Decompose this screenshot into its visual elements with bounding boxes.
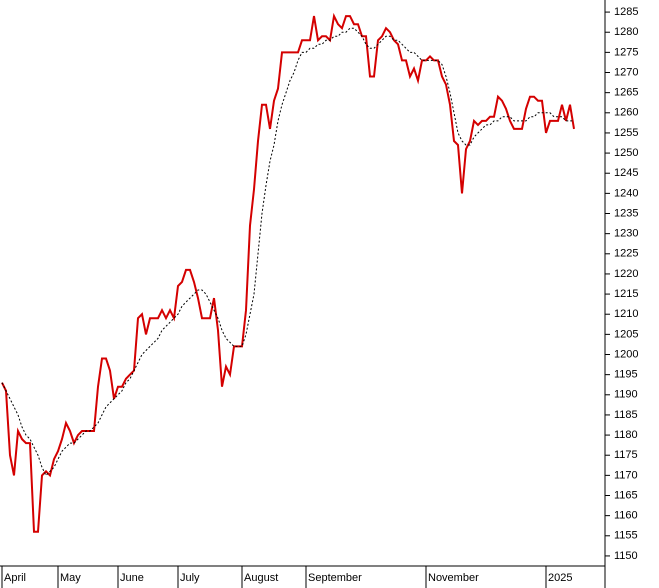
y-tick-label: 1230 xyxy=(614,228,638,240)
y-tick-label: 1175 xyxy=(614,449,638,461)
x-tick-label: April xyxy=(4,572,26,584)
y-tick-label: 1200 xyxy=(614,348,638,360)
y-tick-label: 1250 xyxy=(614,147,638,159)
x-tick-label: November xyxy=(428,572,479,584)
y-tick-label: 1275 xyxy=(614,46,638,58)
x-tick-label: 2025 xyxy=(548,572,572,584)
y-tick-label: 1285 xyxy=(614,6,638,18)
y-tick-label: 1155 xyxy=(614,530,638,542)
y-tick-label: 1245 xyxy=(614,167,638,179)
series-line xyxy=(1,27,574,477)
y-tick-label: 1265 xyxy=(614,87,638,99)
y-tick-label: 1205 xyxy=(614,328,638,340)
y-tick-label: 1160 xyxy=(614,510,638,522)
y-tick-label: 1170 xyxy=(614,469,638,481)
y-tick-label: 1185 xyxy=(614,409,638,421)
x-tick-label: June xyxy=(120,572,144,584)
x-tick-label: May xyxy=(60,572,81,584)
y-tick-label: 1150 xyxy=(614,550,638,562)
y-tick-label: 1235 xyxy=(614,207,638,219)
y-tick-label: 1240 xyxy=(614,187,638,199)
y-tick-label: 1280 xyxy=(614,26,638,38)
y-tick-label: 1195 xyxy=(614,369,638,381)
y-tick-label: 1165 xyxy=(614,489,638,501)
series-line xyxy=(1,12,575,533)
y-tick-label: 1260 xyxy=(614,107,638,119)
y-tick-label: 1270 xyxy=(614,66,638,78)
y-tick-label: 1255 xyxy=(614,127,638,139)
x-tick-label: August xyxy=(244,572,278,584)
y-tick-label: 1225 xyxy=(614,248,638,260)
y-tick-label: 1215 xyxy=(614,288,638,300)
y-tick-label: 1180 xyxy=(614,429,638,441)
x-tick-label: September xyxy=(308,572,362,584)
y-tick-label: 1220 xyxy=(614,268,638,280)
x-tick-label: July xyxy=(180,572,200,584)
y-tick-label: 1210 xyxy=(614,308,638,320)
y-tick-label: 1190 xyxy=(614,389,638,401)
